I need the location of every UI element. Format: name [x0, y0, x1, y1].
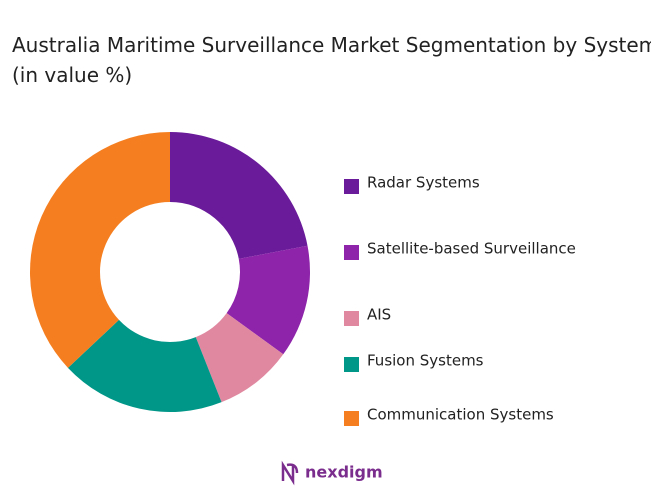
brand-name: nexdigm — [305, 463, 383, 482]
donut-slice — [195, 313, 284, 403]
legend-label: Satellite-based Surveillance — [367, 240, 576, 258]
legend-swatch — [344, 245, 359, 260]
legend-label: Fusion Systems — [367, 352, 484, 370]
legend-label: AIS — [367, 306, 391, 324]
legend-swatch — [344, 411, 359, 426]
legend-swatch — [344, 179, 359, 194]
logo-icon — [281, 460, 299, 486]
donut-slice — [29, 132, 170, 368]
donut-slice — [226, 245, 310, 355]
legend-label: Radar Systems — [367, 174, 480, 192]
donut-slice — [170, 132, 308, 259]
legend-swatch — [344, 357, 359, 372]
chart-title: Australia Maritime Surveillance Market S… — [12, 33, 651, 87]
legend-swatch — [344, 311, 359, 326]
legend-label: Communication Systems — [367, 406, 554, 424]
brand-logo: nexdigm — [281, 460, 383, 486]
donut-slice — [67, 319, 222, 412]
